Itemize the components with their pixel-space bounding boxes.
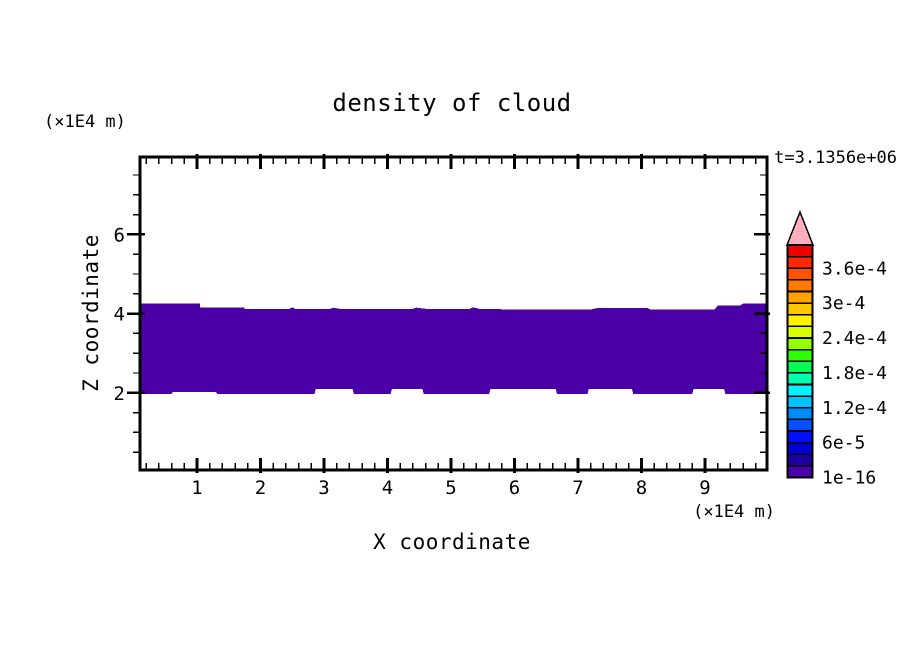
colorbar-cell <box>786 430 814 444</box>
density-band-polygon <box>139 303 767 394</box>
x-tick-label: 8 <box>636 477 647 499</box>
colorbar-cell <box>786 244 814 258</box>
colorbar-tick-label: 2.4e-4 <box>822 328 887 349</box>
colorbar-cell <box>786 418 814 432</box>
timestamp-label: t=3.1356e+06 <box>774 148 897 168</box>
colorbar-tick-label: 3e-4 <box>822 293 865 314</box>
x-axis-title: X coordinate <box>373 530 531 554</box>
colorbar-cell <box>786 453 814 467</box>
z-tick-label: 6 <box>114 224 125 246</box>
colorbar-cell <box>786 279 814 293</box>
x-tick-label: 7 <box>572 477 583 499</box>
colorbar: 3.6e-4 3e-4 2.4e-4 1.8e-4 1.2e-4 6e-5 1e-16 <box>785 209 887 489</box>
colorbar-cell <box>786 383 814 397</box>
x-tick-label: 6 <box>509 477 520 499</box>
colorbar-cell <box>786 360 814 374</box>
colorbar-cell <box>786 395 814 409</box>
x-tick-label: 2 <box>255 477 266 499</box>
colorbar-cell <box>786 406 814 421</box>
colorbar-cell <box>786 325 814 339</box>
z-axis-title: Z coordinate <box>79 234 103 392</box>
x-tick-label: 9 <box>699 477 710 499</box>
x-tick-label: 5 <box>445 477 456 499</box>
x-axis-unit-label: (×1E4 m) <box>693 502 775 522</box>
colorbar-tick-label: 3.6e-4 <box>822 258 887 279</box>
colorbar-tick-label: 1e-16 <box>822 468 876 489</box>
colorbar-cell <box>786 313 814 328</box>
colorbar-cell <box>786 348 814 363</box>
x-tick-label: 3 <box>318 477 329 499</box>
z-tick-label: 2 <box>114 383 125 405</box>
colorbar-tick-label: 1.8e-4 <box>822 363 887 384</box>
colorbar-tick-label: 6e-5 <box>822 433 865 454</box>
axis-ticks <box>127 154 770 473</box>
colorbar-cell <box>786 255 814 270</box>
colorbar-cell <box>786 302 814 316</box>
colorbar-cell <box>786 441 814 456</box>
colorbar-cell <box>786 372 814 386</box>
colorbar-overflow-arrow <box>785 209 815 246</box>
colorbar-cell <box>786 290 814 304</box>
x-tick-label: 1 <box>191 477 202 499</box>
colorbar-cell <box>786 267 814 281</box>
density-band <box>139 303 767 394</box>
z-tick-label: 4 <box>114 304 125 326</box>
colorbar-cell <box>786 337 814 351</box>
tick-labels: 1 2 3 4 5 6 7 8 9 2 4 6 <box>114 224 711 499</box>
plot-title: density of cloud <box>332 89 572 117</box>
x-tick-label: 4 <box>382 477 393 499</box>
colorbar-cell <box>786 465 814 479</box>
z-axis-unit-label: (×1E4 m) <box>44 112 126 132</box>
colorbar-tick-label: 1.2e-4 <box>822 398 887 419</box>
